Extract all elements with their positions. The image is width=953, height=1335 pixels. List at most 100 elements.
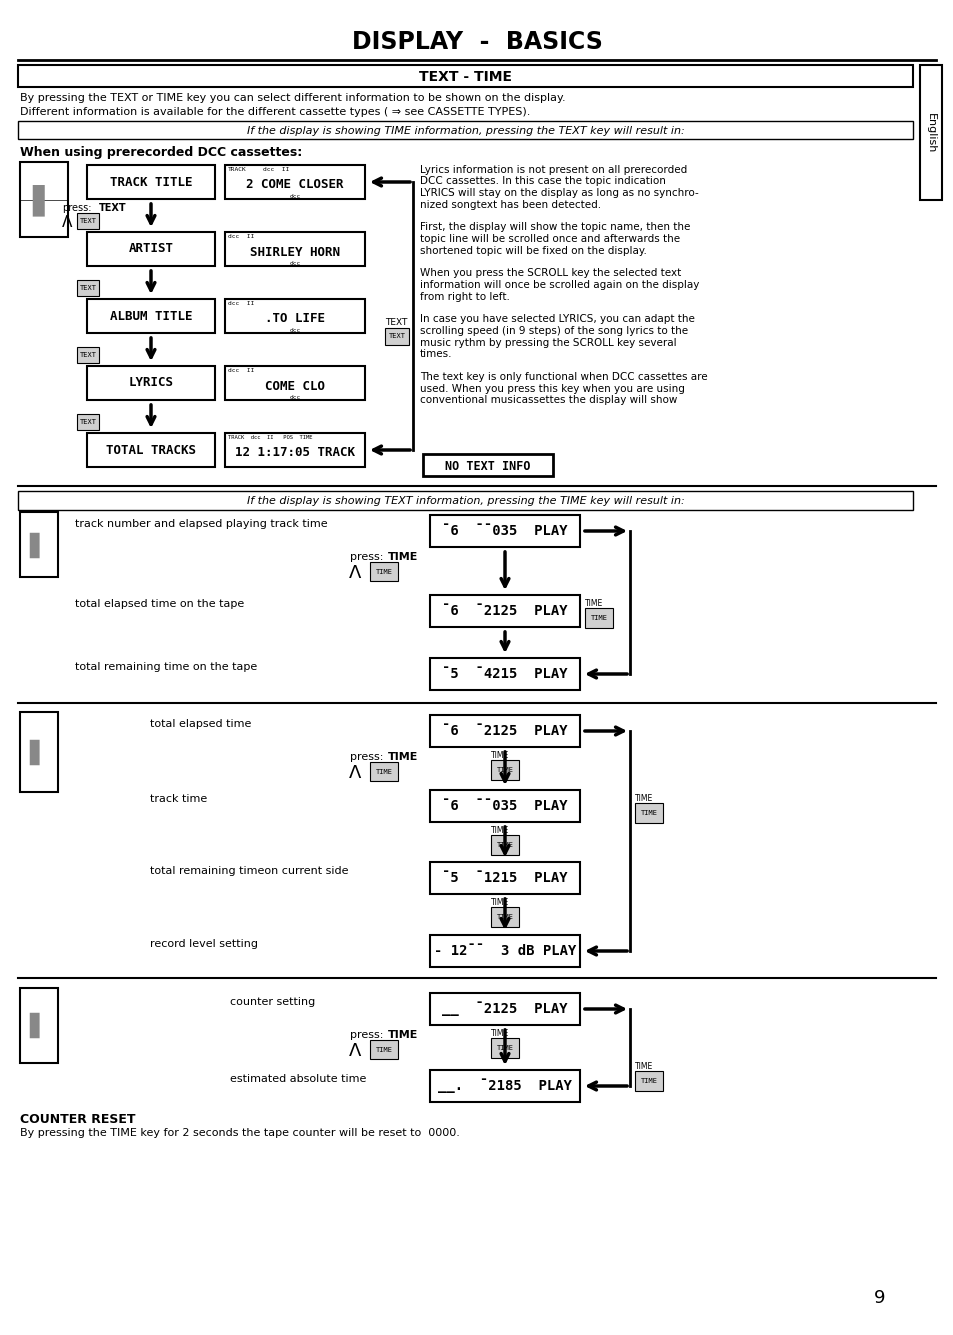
Text: Λ: Λ xyxy=(349,563,361,582)
Text: total elapsed time on the tape: total elapsed time on the tape xyxy=(75,599,244,609)
Text: dcc: dcc xyxy=(289,194,300,199)
Text: press:: press: xyxy=(350,752,383,762)
Text: TIME: TIME xyxy=(375,769,392,774)
Text: press:: press: xyxy=(350,551,383,562)
Bar xyxy=(430,658,579,690)
Text: TIME: TIME xyxy=(491,898,509,906)
Bar xyxy=(225,166,365,199)
Text: TRACK: TRACK xyxy=(228,167,247,172)
Text: TRACK TITLE: TRACK TITLE xyxy=(110,175,193,188)
Text: TIME: TIME xyxy=(639,810,657,816)
Text: SHIRLEY HORN: SHIRLEY HORN xyxy=(250,246,339,259)
Text: track time: track time xyxy=(150,794,207,804)
Bar xyxy=(430,790,579,822)
Bar xyxy=(919,65,941,200)
Text: DISPLAY  -  BASICS: DISPLAY - BASICS xyxy=(352,29,601,53)
Text: TIME: TIME xyxy=(635,1063,653,1071)
Text: dcc: dcc xyxy=(289,262,300,266)
Text: When you press the SCROLL key the selected text: When you press the SCROLL key the select… xyxy=(419,268,680,279)
Text: dcc  II: dcc II xyxy=(228,368,254,372)
Text: TIME: TIME xyxy=(491,826,509,834)
Bar xyxy=(430,993,579,1025)
Bar xyxy=(225,366,365,400)
Text: used. When you press this key when you are using: used. When you press this key when you a… xyxy=(419,383,684,394)
Text: TEXT: TEXT xyxy=(388,334,405,339)
Text: press:: press: xyxy=(62,203,91,214)
Bar xyxy=(87,366,214,400)
Text: TIME: TIME xyxy=(388,1031,418,1040)
Text: TIME: TIME xyxy=(496,768,513,773)
Text: dcc  II: dcc II xyxy=(228,300,254,306)
Text: information will once be scrolled again on the display: information will once be scrolled again … xyxy=(419,280,699,290)
Text: conventional musicassettes the display will show: conventional musicassettes the display w… xyxy=(419,395,677,405)
Bar xyxy=(77,214,99,230)
Bar xyxy=(225,232,365,266)
Text: ▌: ▌ xyxy=(30,1012,49,1037)
Text: 12 1:17:05 TRACK: 12 1:17:05 TRACK xyxy=(234,446,355,459)
Text: .TO LIFE: .TO LIFE xyxy=(265,312,325,326)
Text: TEXT: TEXT xyxy=(79,352,96,358)
Text: If the display is showing TEXT information, pressing the TIME key will result in: If the display is showing TEXT informati… xyxy=(247,497,684,506)
Text: TEXT - TIME: TEXT - TIME xyxy=(419,69,512,84)
Text: total remaining time on the tape: total remaining time on the tape xyxy=(75,662,257,672)
Text: LYRICS: LYRICS xyxy=(129,376,173,390)
Bar xyxy=(77,347,99,363)
Text: ALBUM TITLE: ALBUM TITLE xyxy=(110,310,193,323)
Text: TIME: TIME xyxy=(584,599,602,607)
Text: TIME: TIME xyxy=(639,1077,657,1084)
Text: TEXT: TEXT xyxy=(79,284,96,291)
Bar xyxy=(20,513,58,577)
Text: If the display is showing TIME information, pressing the TEXT key will result in: If the display is showing TIME informati… xyxy=(247,125,684,136)
Text: estimated absolute time: estimated absolute time xyxy=(230,1073,366,1084)
Text: music rythm by pressing the SCROLL key several: music rythm by pressing the SCROLL key s… xyxy=(419,338,676,347)
Text: TIME: TIME xyxy=(496,914,513,920)
Text: TEXT: TEXT xyxy=(79,419,96,425)
Text: English: English xyxy=(925,113,935,154)
Text: By pressing the TEXT or TIME key you can select different information to be show: By pressing the TEXT or TIME key you can… xyxy=(20,93,565,103)
Text: COUNTER RESET: COUNTER RESET xyxy=(20,1113,135,1125)
Bar xyxy=(225,299,365,332)
Text: total elapsed time: total elapsed time xyxy=(150,720,251,729)
Text: 2 COME CLOSER: 2 COME CLOSER xyxy=(246,179,343,191)
Bar xyxy=(635,1071,662,1091)
Bar xyxy=(225,433,365,467)
Text: ▌: ▌ xyxy=(30,533,49,558)
Text: dcc: dcc xyxy=(289,395,300,400)
Bar xyxy=(430,515,579,547)
Bar xyxy=(77,414,99,430)
Text: from right to left.: from right to left. xyxy=(419,291,509,302)
Text: LYRICS will stay on the display as long as no synchro-: LYRICS will stay on the display as long … xyxy=(419,188,698,198)
Text: TIME: TIME xyxy=(496,842,513,848)
Text: TIME: TIME xyxy=(635,794,653,802)
Text: ¯6  ¯2125  PLAY: ¯6 ¯2125 PLAY xyxy=(442,724,567,738)
Text: __.  ¯2185  PLAY: __. ¯2185 PLAY xyxy=(437,1079,572,1093)
Text: ¯6  ¯2125  PLAY: ¯6 ¯2125 PLAY xyxy=(442,603,567,618)
Text: scrolling speed (in 9 steps) of the song lyrics to the: scrolling speed (in 9 steps) of the song… xyxy=(419,326,687,336)
Bar xyxy=(584,607,613,627)
Bar xyxy=(491,834,518,854)
Text: NO TEXT INFO: NO TEXT INFO xyxy=(445,459,530,473)
Text: counter setting: counter setting xyxy=(230,997,314,1007)
Text: TIME: TIME xyxy=(388,752,418,762)
Text: TEXT: TEXT xyxy=(79,218,96,224)
Text: TIME: TIME xyxy=(491,1029,509,1039)
Text: press:: press: xyxy=(350,1031,383,1040)
Text: ¯5  ¯1215  PLAY: ¯5 ¯1215 PLAY xyxy=(442,870,567,885)
Text: dcc  II: dcc II xyxy=(228,234,254,239)
Bar xyxy=(20,712,58,792)
Text: COME CLO: COME CLO xyxy=(265,379,325,392)
Bar xyxy=(430,934,579,967)
Text: __  ¯2125  PLAY: __ ¯2125 PLAY xyxy=(442,1001,567,1016)
Text: TIME: TIME xyxy=(491,752,509,760)
Text: The text key is only functional when DCC cassettes are: The text key is only functional when DCC… xyxy=(419,372,707,382)
Text: When using prerecorded DCC cassettes:: When using prerecorded DCC cassettes: xyxy=(20,146,302,159)
Text: In case you have selected LYRICS, you can adapt the: In case you have selected LYRICS, you ca… xyxy=(419,315,694,324)
Text: TRACK  dcc  II   POS  TIME: TRACK dcc II POS TIME xyxy=(228,435,313,441)
Bar xyxy=(77,280,99,296)
Text: Λ: Λ xyxy=(349,1043,361,1060)
Text: ▌: ▌ xyxy=(30,740,49,765)
Bar xyxy=(18,491,912,510)
Text: ¯6  ¯¯035  PLAY: ¯6 ¯¯035 PLAY xyxy=(442,525,567,538)
Text: TIME: TIME xyxy=(375,1047,392,1052)
Text: By pressing the TIME key for 2 seconds the tape counter will be reset to  0000.: By pressing the TIME key for 2 seconds t… xyxy=(20,1128,459,1137)
